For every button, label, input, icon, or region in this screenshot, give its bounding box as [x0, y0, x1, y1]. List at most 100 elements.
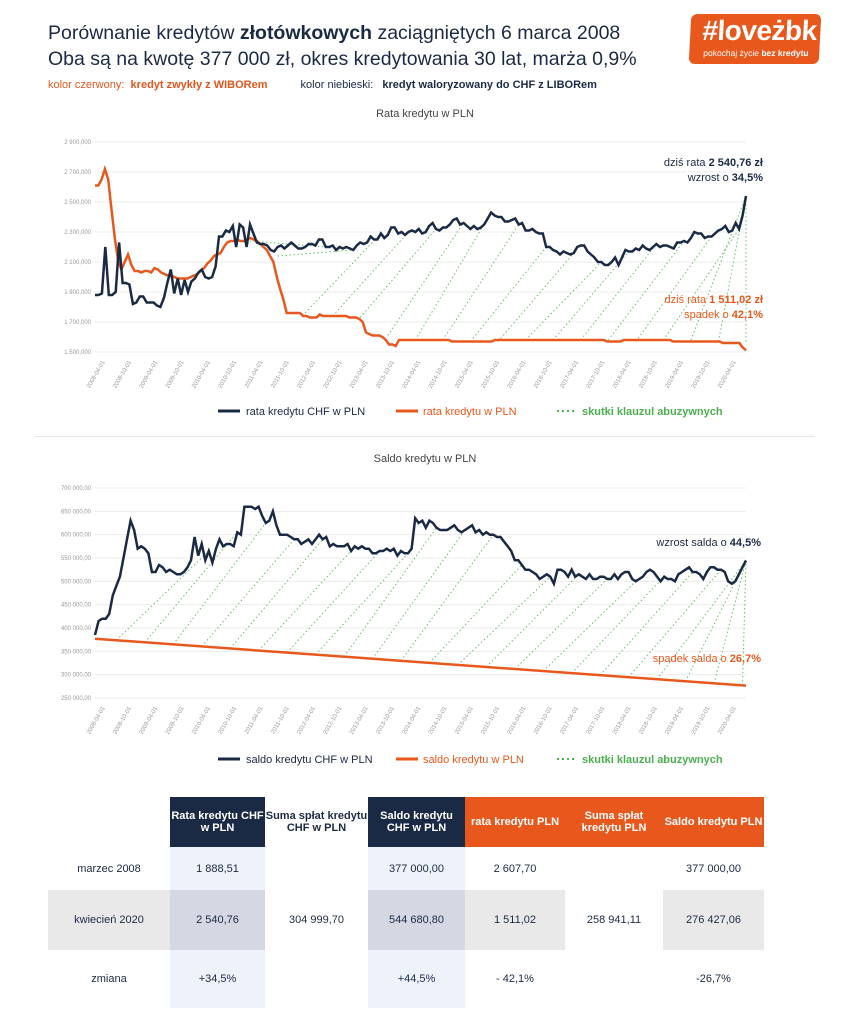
x-tick-label: 2011-04-01	[244, 359, 265, 389]
x-tick-label: 2014-04-01	[402, 705, 423, 735]
y-tick-label: 2 500,000	[64, 200, 91, 206]
abusive-clause-hatch-line	[635, 236, 712, 342]
summary-table: Rata kredytu CHF w PLN Suma spłat kredyt…	[48, 797, 764, 1008]
abusive-clause-hatch-line	[115, 550, 210, 641]
x-tick-label: 2019-10-01	[691, 705, 712, 735]
annotation-saldo-chf: wzrost salda o 44,5%	[655, 537, 761, 549]
x-tick-label: 2017-10-01	[586, 705, 607, 735]
header: Porównanie kredytów złotówkowych zaciągn…	[48, 20, 637, 72]
x-tick-label: 2009-04-01	[139, 359, 160, 389]
y-tick-label: 650 000,00	[61, 509, 92, 515]
abusive-clause-hatch-line	[229, 539, 324, 649]
cell: - 42,1%	[496, 973, 534, 985]
x-tick-label: 2016-10-01	[533, 705, 554, 735]
abusive-clause-hatch-line	[258, 550, 352, 651]
cell: 2 540,76	[170, 890, 265, 950]
x-tick-label: 2018-10-01	[638, 705, 659, 735]
abusive-clause-hatch-line	[343, 527, 437, 657]
cell: 377 000,00	[368, 847, 465, 890]
x-tick-label: 2017-10-01	[586, 359, 607, 389]
abusive-clause-hatch-line	[514, 578, 608, 670]
x-tick-label: 2012-04-01	[297, 359, 318, 389]
abusive-clause-hatch-line	[372, 529, 466, 660]
th-saldo-chf: Saldo kredytu CHF w PLN	[368, 797, 465, 847]
abusive-clause-hatch-line	[442, 224, 520, 341]
abusive-clause-hatch-line	[286, 550, 380, 653]
chart1-title: Rata kredytu w PLN	[376, 108, 474, 120]
series-line-chf	[95, 195, 748, 309]
x-tick-label: 2015-04-01	[454, 705, 475, 735]
table-header-row: Rata kredytu CHF w PLN Suma spłat kredyt…	[48, 797, 764, 847]
x-tick-label: 2018-10-01	[638, 359, 659, 389]
legend-label-chf: saldo kredytu CHF w PLN	[246, 754, 373, 766]
y-tick-label: 1 500,000	[64, 350, 91, 356]
cell	[565, 950, 663, 1008]
brand-logo[interactable]: #loveżbk pokochaj życie bez kredytu	[688, 14, 822, 64]
th-rata-chf: Rata kredytu CHF w PLN	[170, 797, 265, 847]
abusive-clause-hatch-line	[387, 222, 464, 336]
corner-cell	[48, 797, 170, 847]
abusive-clause-hatch-line	[656, 560, 747, 680]
th-rata-pln: rata kredytu PLN	[465, 797, 565, 847]
y-tick-label: 2 900,000	[64, 140, 91, 146]
abusive-clause-hatch-line	[717, 195, 747, 342]
x-tick-label: 2013-10-01	[375, 705, 396, 735]
x-tick-label: 2010-10-01	[218, 705, 239, 735]
cell: 1 511,02	[465, 890, 565, 950]
abusive-clause-hatch-line	[470, 246, 547, 342]
x-tick-label: 2013-04-01	[349, 359, 370, 389]
abusive-clause-hatch-line	[525, 261, 602, 341]
abusive-clause-hatch-line	[552, 251, 630, 341]
x-tick-label: 2017-04-01	[559, 359, 580, 389]
cell	[265, 847, 368, 890]
x-tick-label: 2011-04-01	[244, 705, 265, 735]
x-tick-label: 2012-04-01	[297, 705, 318, 735]
th-suma-chf: Suma spłat kredytu CHF w PLN	[265, 797, 368, 847]
legend-label-abusive: skutki klauzul abuzywnych	[582, 754, 723, 766]
saldo-chart: Saldo kredytu w PLN 700 000,00 650 000,00…	[61, 453, 761, 766]
cell	[265, 950, 368, 1008]
x-tick-label: 2019-04-01	[665, 359, 686, 389]
x-tick-label: 2012-10-01	[323, 359, 344, 389]
abusive-clause-hatch-line	[332, 231, 409, 317]
cell: 276 427,06	[663, 890, 764, 950]
x-tick-label: 2008-10-01	[112, 359, 133, 389]
x-tick-label: 2016-10-01	[533, 359, 554, 389]
x-tick-label: 2008-10-01	[112, 705, 133, 735]
abusive-clause-hatch-line	[201, 539, 295, 647]
cell: +44,5%	[368, 950, 465, 1008]
series-line-chf	[93, 504, 748, 636]
abusive-clause-hatch-line	[144, 532, 238, 643]
x-tick-label: 2011-10-01	[270, 359, 291, 389]
abusive-clause-hatch-line	[741, 560, 747, 686]
x-tick-label: 2010-10-01	[218, 359, 239, 389]
x-tick-label: 2019-04-01	[665, 705, 686, 735]
x-tick-label: 2020-04-01	[717, 359, 738, 389]
x-tick-label: 2011-10-01	[270, 705, 291, 735]
abusive-clause-hatch-line	[457, 576, 551, 666]
legend-label-chf: rata kredytu CHF w PLN	[246, 406, 365, 418]
y-tick-label: 2 300,000	[64, 230, 91, 236]
legend-label-pln: rata kredytu w PLN	[423, 406, 517, 418]
abusive-clause-hatch-line	[690, 195, 747, 341]
x-tick-label: 2018-04-01	[612, 359, 633, 389]
x-tick-label: 2010-04-01	[191, 705, 212, 735]
x-tick-label: 2008-04-01	[86, 705, 107, 735]
y-tick-label: 2 100,000	[64, 260, 91, 266]
chart-divider	[35, 436, 815, 437]
abusive-clause-hatch-line	[429, 564, 523, 664]
y-tick-label: 400 000,00	[61, 626, 92, 632]
cell: 304 999,70	[288, 914, 345, 926]
y-tick-label: 1 700,000	[64, 320, 91, 326]
x-tick-label: 2015-10-01	[481, 359, 502, 389]
table-row: kwiecień 2020 2 540,76 304 999,70 544 68…	[48, 890, 764, 950]
y-tick-label: 450 000,00	[61, 603, 92, 609]
cell: 544 680,80	[368, 890, 465, 950]
cell: 1 888,51	[170, 847, 265, 890]
y-tick-label: 350 000,00	[61, 649, 92, 655]
abusive-clause-hatch-line	[571, 576, 665, 674]
abusive-clause-hatch-line	[485, 573, 580, 668]
x-tick-label: 2013-04-01	[349, 705, 370, 735]
x-tick-label: 2016-04-01	[507, 359, 528, 389]
x-tick-label: 2009-10-01	[165, 705, 186, 735]
